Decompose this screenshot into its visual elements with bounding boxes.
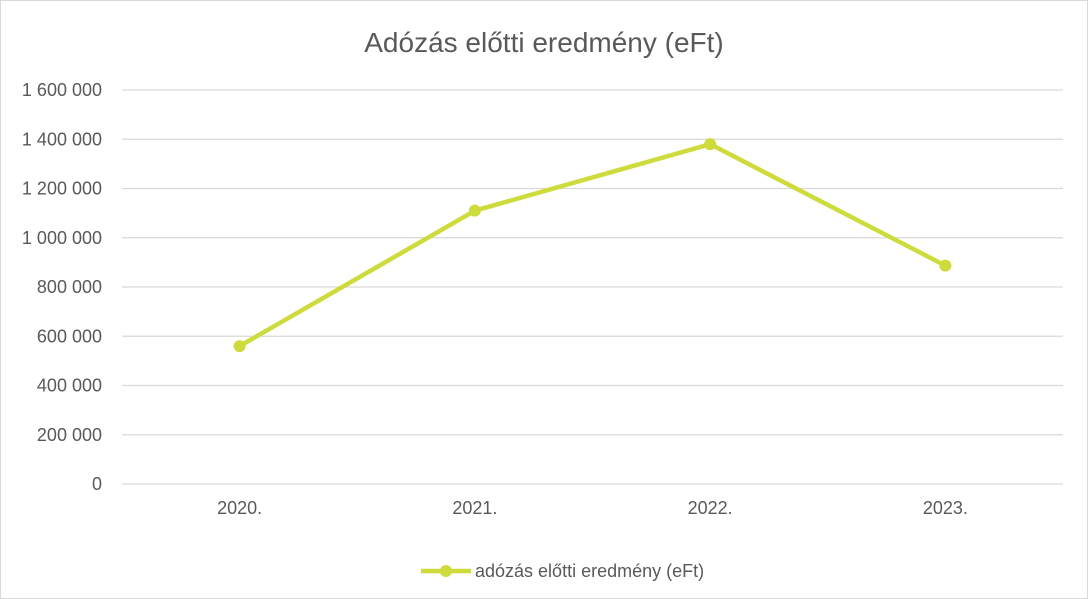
y-tick-label: 600 000: [37, 326, 102, 346]
legend-marker-icon: [440, 565, 452, 577]
y-tick-label: 400 000: [37, 376, 102, 396]
y-tick-label: 1 400 000: [22, 129, 102, 149]
y-tick-label: 1 200 000: [22, 179, 102, 199]
legend-label: adózás előtti eredmény (eFt): [475, 561, 704, 581]
series-group: [233, 138, 952, 353]
data-point: [233, 340, 246, 353]
series-line: [237, 141, 948, 349]
legend: adózás előtti eredmény (eFt): [421, 561, 704, 581]
y-axis-tick-labels: 0 200 000 400 000 600 000 800 000 1 000 000 1 …: [22, 80, 102, 494]
data-point: [468, 204, 481, 217]
data-point: [704, 138, 717, 151]
x-axis-tick-labels: 2020. 2021. 2022. 2023.: [217, 498, 968, 518]
x-tick-label: 2023.: [923, 498, 968, 518]
y-tick-label: 800 000: [37, 277, 102, 297]
chart-title: Adózás előtti eredmény (eFt): [364, 27, 724, 58]
data-point: [939, 259, 952, 272]
y-tick-label: 1 600 000: [22, 80, 102, 100]
y-tick-label: 1 000 000: [22, 228, 102, 248]
x-tick-label: 2021.: [452, 498, 497, 518]
y-tick-label: 0: [92, 474, 102, 494]
y-tick-label: 200 000: [37, 425, 102, 445]
x-tick-label: 2022.: [688, 498, 733, 518]
gridlines: [122, 89, 1063, 485]
x-tick-label: 2020.: [217, 498, 262, 518]
